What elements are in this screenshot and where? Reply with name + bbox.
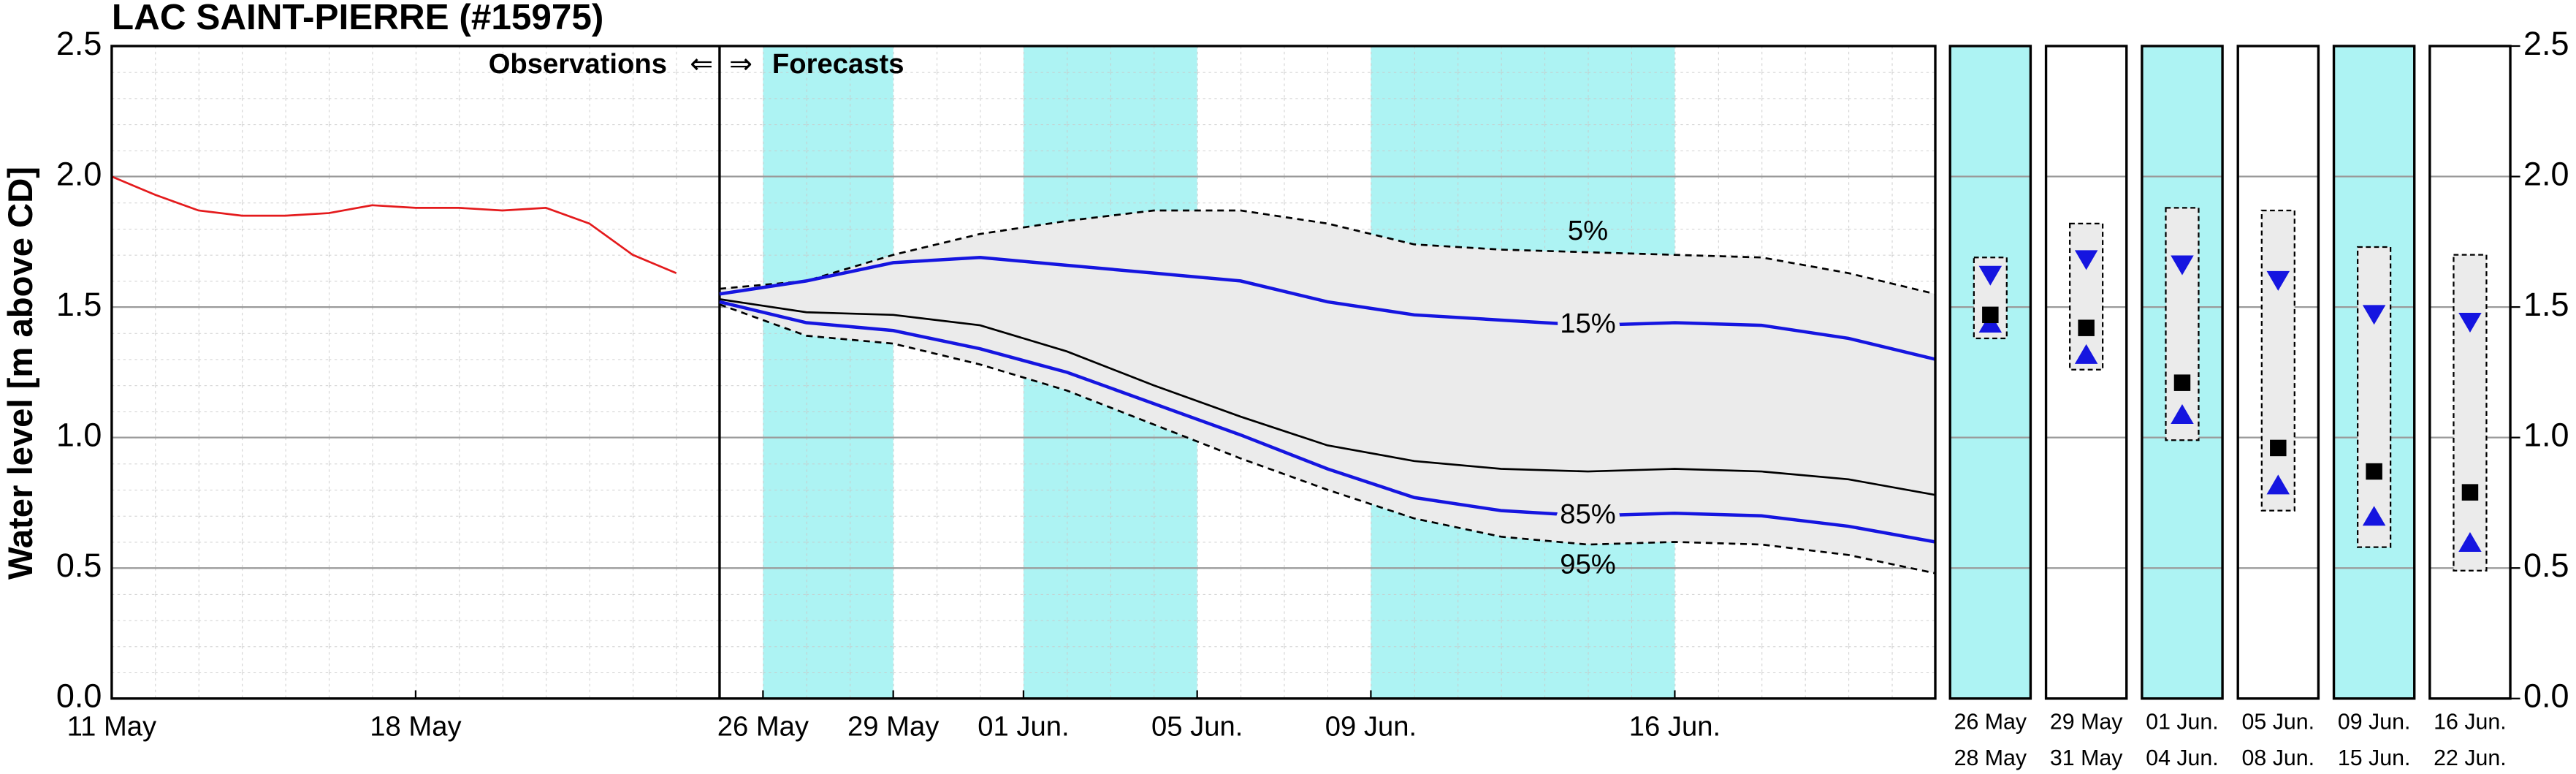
panel-background [1950,46,2031,699]
y2-tick-label: 0.5 [2523,547,2569,584]
x-tick-label: 26 May [717,710,809,742]
panel-frame [2332,45,2416,700]
series-line [719,209,1936,295]
median-marker [2366,463,2382,480]
p15-marker [2074,250,2098,270]
x-tick-label: 16 Jun. [1629,710,1720,742]
panel-label: 05 Jun. [2242,710,2315,734]
y-tick-label: 0.0 [56,678,102,715]
panel-label: 15 Jun. [2338,746,2411,770]
series-label: 95% [1560,548,1616,580]
y-tick-label: 1.5 [56,286,102,323]
annotation: Forecasts [772,48,904,80]
x-tick-label: 05 Jun. [1151,710,1243,742]
panel-label: 01 Jun. [2146,710,2219,734]
y-tick-label: 1.0 [56,417,102,454]
range-box [2260,209,2295,512]
series-label: 15% [1560,308,1616,339]
panel-label: 26 May [1954,710,2027,734]
x-tick-label: 11 May [67,710,157,742]
chart-title: LAC SAINT-PIERRE (#15975) [112,0,604,37]
p15-marker [1978,265,2003,286]
panel-label: 08 Jun. [2242,746,2315,770]
p85-marker [2458,531,2482,552]
p85-marker [2171,404,2194,425]
y2-tick-label: 2.0 [2523,155,2569,192]
p85-marker [2266,474,2290,495]
median-marker [1982,306,1999,324]
panel-label: 31 May [2050,746,2123,770]
range-box [2165,207,2200,441]
series-line [719,298,1936,496]
x-tick-label: 18 May [370,710,462,742]
panel-background [2046,46,2127,699]
y2-tick-label: 0.0 [2523,678,2569,715]
p85-marker [2362,506,2386,526]
median-marker [2461,484,2479,501]
p15-marker [2362,305,2386,325]
panel-label: 28 May [1954,746,2027,770]
median-marker [2078,319,2095,336]
series-line [111,175,677,274]
panel-label: 22 Jun. [2434,746,2507,770]
series-line [719,255,1936,361]
forecast-envelope [719,210,1935,574]
x-tick-label: 09 Jun. [1325,710,1417,742]
y-tick-label: 2.5 [56,25,102,62]
series-label: 85% [1560,498,1616,530]
median-marker [2270,439,2287,457]
panel-label: 16 Jun. [2434,710,2507,734]
panel-frame [2141,45,2224,700]
p15-marker [2266,270,2290,291]
y2-tick-label: 1.5 [2523,286,2569,323]
p85-marker [2074,344,2098,364]
plot-frame [110,45,1937,700]
annotation: ⇒ [729,48,752,80]
series-label: 5% [1568,215,1608,246]
x-tick-label: 29 May [847,710,940,742]
median-marker [2173,374,2191,391]
panel-frame [2044,45,2128,700]
range-box [2357,246,2392,548]
series-line [719,303,1936,574]
y-tick-label: 0.5 [56,547,102,584]
panel-label: 04 Jun. [2146,746,2219,770]
annotation: ⇐ [690,48,713,80]
y-tick-label: 2.0 [56,155,102,192]
panel-frame [2236,45,2320,700]
p15-marker [2458,313,2482,333]
p15-marker [2171,255,2194,276]
panel-frame [1948,45,2032,700]
panel-label: 29 May [2050,710,2123,734]
y-axis-label: Water level [m above CD] [1,167,40,580]
panel-label: 09 Jun. [2338,710,2411,734]
annotation: Observations [489,48,667,80]
x-tick-label: 01 Jun. [978,710,1069,742]
panel-frame [2428,45,2512,700]
range-box [2453,254,2488,572]
series-line [719,300,1936,544]
y2-tick-label: 1.0 [2523,417,2569,454]
y2-tick-label: 2.5 [2523,25,2569,62]
